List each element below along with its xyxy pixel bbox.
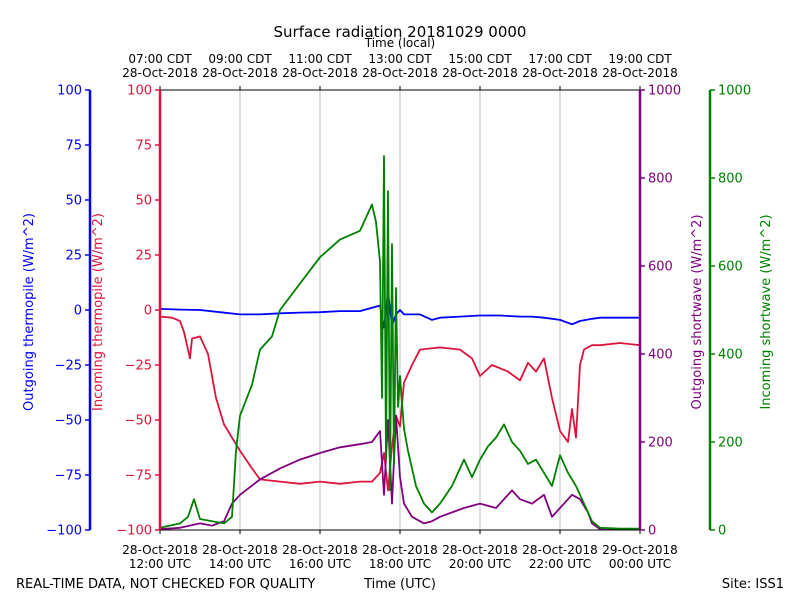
top-tick-time: 19:00 CDT	[608, 52, 672, 66]
bottom-tick-time: 00:00 UTC	[609, 557, 671, 571]
incoming-thermopile-tick-label: 25	[135, 249, 152, 264]
series-outgoing-shortwave	[159, 414, 640, 530]
incoming-thermopile-tick-label: 100	[127, 84, 152, 99]
top-axis-label: Time (local)	[364, 36, 436, 50]
bottom-tick-date: 28-Oct-2018	[442, 543, 518, 557]
x-axis-label: Time (UTC)	[363, 577, 436, 592]
incoming-thermopile-tick-label: −50	[125, 414, 152, 429]
bottom-tick-date: 28-Oct-2018	[362, 543, 438, 557]
ylabel-incoming-shortwave: Incoming shortwave (W/m^2)	[759, 214, 774, 409]
top-tick-date: 28-Oct-2018	[202, 66, 278, 80]
top-tick-time: 09:00 CDT	[208, 52, 272, 66]
outgoing-thermopile-tick-label: 75	[65, 139, 82, 154]
bottom-tick-date: 28-Oct-2018	[122, 543, 198, 557]
incoming-shortwave-tick-label: 800	[718, 172, 743, 187]
bottom-tick-date: 28-Oct-2018	[202, 543, 278, 557]
series-incoming-shortwave	[159, 155, 640, 530]
incoming-thermopile-tick-label: 50	[135, 194, 152, 209]
top-tick-time: 11:00 CDT	[288, 52, 352, 66]
quality-disclaimer: REAL-TIME DATA, NOT CHECKED FOR QUALITY	[16, 577, 315, 592]
top-tick-date: 28-Oct-2018	[122, 66, 198, 80]
outgoing-thermopile-tick-label: −25	[55, 359, 82, 374]
outgoing-shortwave-tick-label: 800	[648, 172, 673, 187]
incoming-shortwave-tick-label: 600	[718, 260, 743, 275]
bottom-tick-date: 29-Oct-2018	[602, 543, 678, 557]
series-outgoing-thermopile	[159, 291, 640, 329]
outgoing-thermopile-tick-label: −100	[46, 524, 82, 539]
site-label: Site: ISS1	[722, 577, 784, 592]
incoming-shortwave-tick-label: 200	[718, 436, 743, 451]
bottom-tick-date: 28-Oct-2018	[282, 543, 358, 557]
outgoing-shortwave-tick-label: 1000	[648, 84, 681, 99]
grid-lines	[239, 90, 561, 530]
axis-incoming-thermopile: −100 −75 −50 −25 0 25 50 75 100	[116, 84, 162, 539]
axis-incoming-shortwave: 0 200 400 600 800 1000	[708, 84, 751, 539]
incoming-shortwave-tick-label: 0	[718, 524, 726, 539]
series-lines	[159, 155, 641, 530]
top-tick-time: 15:00 CDT	[448, 52, 512, 66]
top-tick-date: 28-Oct-2018	[442, 66, 518, 80]
series-incoming-thermopile	[159, 315, 641, 492]
top-tick-time: 13:00 CDT	[368, 52, 432, 66]
outgoing-shortwave-tick-label: 0	[648, 524, 656, 539]
top-tick-time: 17:00 CDT	[528, 52, 592, 66]
outgoing-shortwave-tick-label: 200	[648, 436, 673, 451]
top-tick-time: 07:00 CDT	[128, 52, 192, 66]
ylabel-outgoing-shortwave: Outgoing shortwave (W/m^2)	[690, 214, 705, 409]
outgoing-thermopile-tick-label: 100	[57, 84, 82, 99]
outgoing-thermopile-tick-label: −50	[55, 414, 82, 429]
outgoing-thermopile-tick-label: 50	[65, 194, 82, 209]
incoming-thermopile-tick-label: −75	[125, 469, 152, 484]
top-tick-date: 28-Oct-2018	[282, 66, 358, 80]
top-tick-date: 28-Oct-2018	[522, 66, 598, 80]
bottom-tick-time: 14:00 UTC	[209, 557, 271, 571]
bottom-tick-time: 16:00 UTC	[289, 557, 351, 571]
top-tick-date: 28-Oct-2018	[362, 66, 438, 80]
incoming-shortwave-tick-label: 1000	[718, 84, 751, 99]
axis-outgoing-thermopile: −100 −75 −50 −25 0 25 50 75 100	[46, 84, 92, 539]
incoming-thermopile-tick-label: −100	[116, 524, 152, 539]
outgoing-thermopile-tick-label: −75	[55, 469, 82, 484]
bottom-tick-time: 18:00 UTC	[369, 557, 431, 571]
incoming-thermopile-tick-label: −25	[125, 359, 152, 374]
incoming-shortwave-tick-label: 400	[718, 348, 743, 363]
bottom-tick-time: 12:00 UTC	[129, 557, 191, 571]
outgoing-shortwave-tick-label: 400	[648, 348, 673, 363]
chart-title: Surface radiation 20181029 0000	[274, 23, 527, 41]
bottom-tick-time: 22:00 UTC	[529, 557, 591, 571]
outgoing-thermopile-tick-label: 0	[74, 304, 82, 319]
incoming-thermopile-tick-label: 0	[144, 304, 152, 319]
top-tick-date: 28-Oct-2018	[602, 66, 678, 80]
incoming-thermopile-tick-label: 75	[135, 139, 152, 154]
outgoing-shortwave-tick-label: 600	[648, 260, 673, 275]
outgoing-thermopile-tick-label: 25	[65, 249, 82, 264]
ylabel-outgoing-thermopile: Outgoing thermopile (W/m^2)	[22, 213, 37, 411]
bottom-tick-date: 28-Oct-2018	[522, 543, 598, 557]
ylabel-incoming-thermopile: Incoming thermopile (W/m^2)	[91, 213, 106, 411]
bottom-tick-time: 20:00 UTC	[449, 557, 511, 571]
axis-outgoing-shortwave: 0 200 400 600 800 1000	[638, 84, 681, 539]
